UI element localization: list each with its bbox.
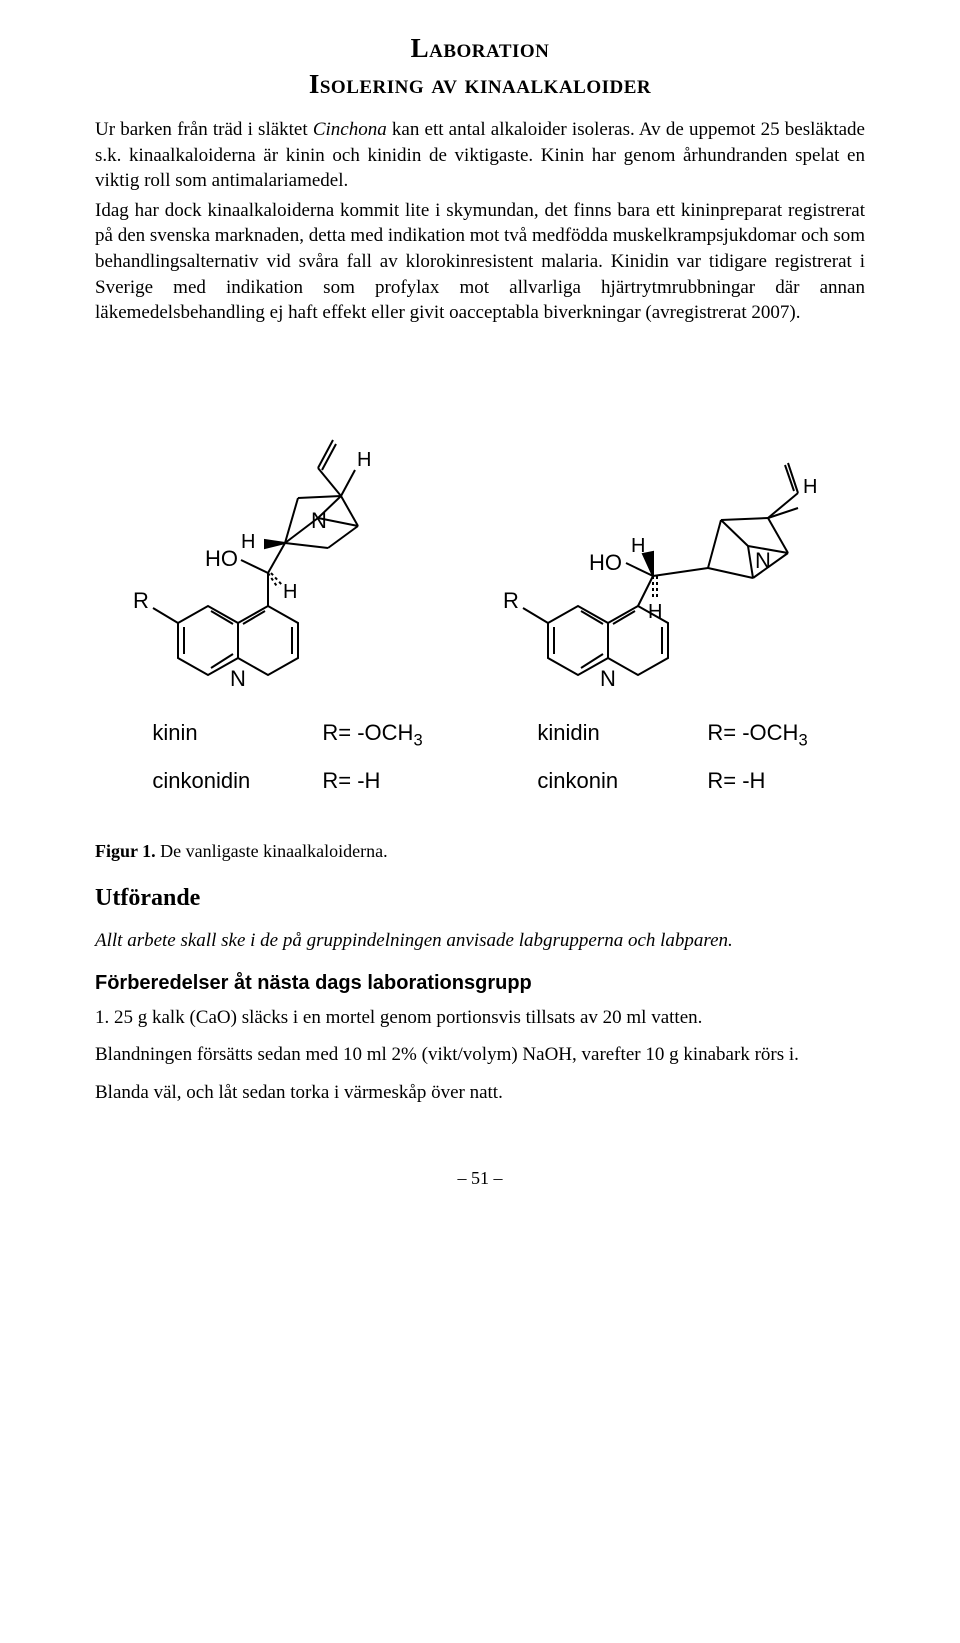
figure-caption-rest: De vanligaste kinaalkaloiderna.: [156, 841, 388, 861]
step-1: 1. 25 g kalk (CaO) släcks i en mortel ge…: [95, 1005, 865, 1031]
svg-text:H: H: [357, 449, 371, 471]
figure-caption: Figur 1. De vanligaste kinaalkaloiderna.: [95, 839, 865, 863]
intro-paragraph: Ur barken från träd i släktet Cinchona k…: [95, 117, 865, 194]
legend-row: kinidin R= -OCH3: [537, 718, 807, 752]
body-paragraph: Idag har dock kinaalkaloiderna kommit li…: [95, 198, 865, 326]
svg-text:R: R: [503, 588, 519, 613]
intro-pre: Ur barken från träd i släktet: [95, 119, 313, 140]
title-line-2: Isolering av kinaalkaloider: [95, 66, 865, 102]
forberedelser-heading: Förberedelser åt nästa dags laborationsg…: [95, 970, 865, 997]
utforande-instruction: Allt arbete skall ske i de på gruppindel…: [95, 928, 865, 954]
svg-text:H: H: [283, 581, 297, 603]
intro-cinchona: Cinchona: [313, 119, 387, 140]
page-number: – 51 –: [95, 1166, 865, 1190]
legend-r-left-0: R= -OCH3: [322, 718, 422, 752]
legend-r-right-1: R= -H: [707, 766, 765, 800]
legend-name: kinin: [152, 718, 282, 752]
svg-text:HO: HO: [205, 546, 238, 571]
svg-text:H: H: [631, 535, 645, 557]
legend-r-left-1: R= -H: [322, 766, 380, 800]
figure-caption-bold: Figur 1.: [95, 841, 156, 861]
legend-row: cinkonidin R= -H: [152, 766, 422, 800]
svg-text:HO: HO: [589, 550, 622, 575]
step-2: Blandningen försätts sedan med 10 ml 2% …: [95, 1042, 865, 1068]
svg-text:N: N: [600, 666, 616, 688]
step-3: Blanda väl, och låt sedan torka i värmes…: [95, 1080, 865, 1106]
molecule-left: N R H HO H: [95, 348, 480, 688]
svg-text:H: H: [241, 531, 255, 553]
molecule-row: N R H HO H: [95, 348, 865, 688]
svg-text:H: H: [803, 476, 817, 498]
title-line-1: Laboration: [95, 30, 865, 66]
utforande-heading: Utförande: [95, 882, 865, 914]
legend-block: kinin R= -OCH3 cinkonidin R= -H kinidin …: [95, 718, 865, 799]
svg-text:N: N: [230, 666, 246, 688]
legend-name: cinkonidin: [152, 766, 282, 800]
svg-text:R: R: [133, 588, 149, 613]
legend-name: cinkonin: [537, 766, 667, 800]
legend-r-right-0: R= -OCH3: [707, 718, 807, 752]
legend-row: kinin R= -OCH3: [152, 718, 422, 752]
molecule-right: N R H HO H: [480, 348, 865, 688]
legend-name: kinidin: [537, 718, 667, 752]
legend-row: cinkonin R= -H: [537, 766, 807, 800]
svg-text:N: N: [755, 548, 771, 573]
svg-text:H: H: [648, 601, 662, 623]
